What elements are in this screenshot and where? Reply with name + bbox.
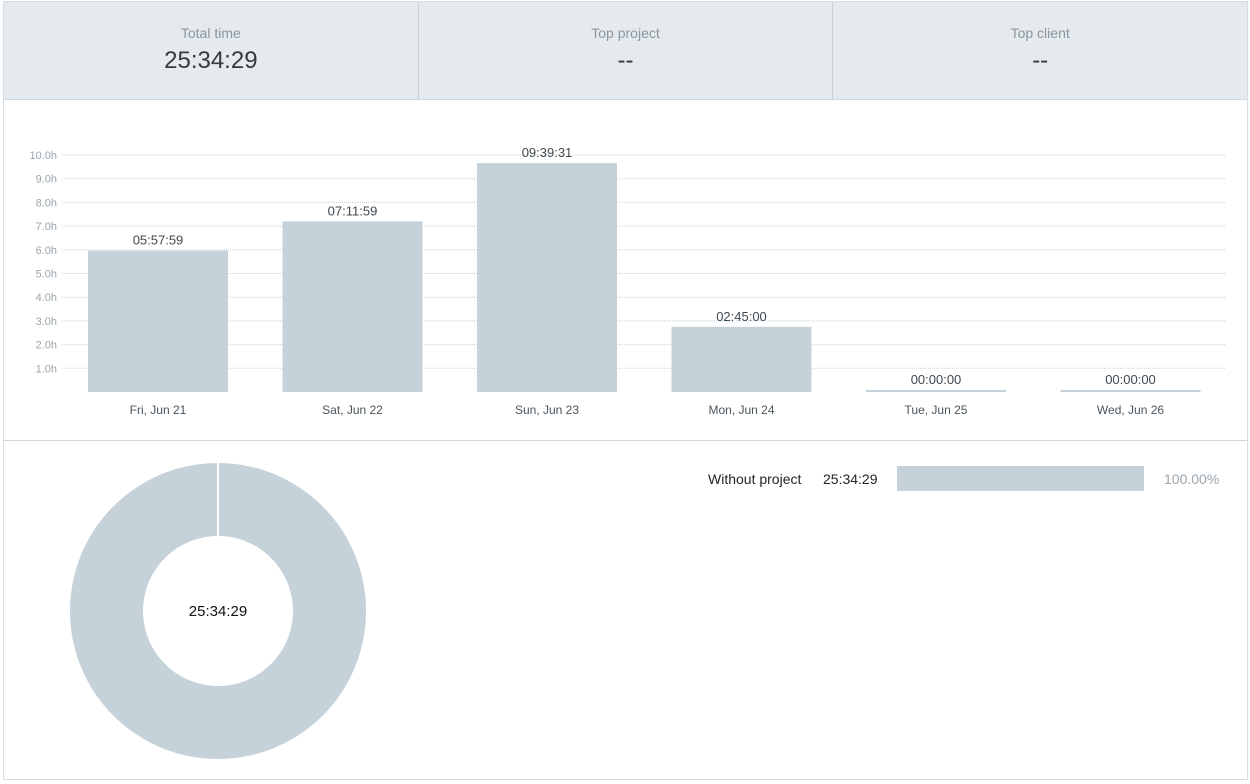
bar[interactable]: [88, 250, 228, 392]
top-client-label: Top client: [1010, 25, 1070, 41]
legend-progress-fill: [897, 466, 1144, 491]
summary-total-time: Total time 25:34:29: [4, 2, 419, 99]
y-tick-label: 4.0h: [36, 292, 57, 304]
summary-bar: Total time 25:34:29 Top project -- Top c…: [4, 2, 1247, 100]
y-tick-label: 6.0h: [36, 245, 57, 257]
project-breakdown: 25:34:29 Without project 25:34:29 100.00…: [4, 441, 1247, 779]
legend-project-time: 25:34:29: [823, 471, 878, 487]
y-tick-label: 5.0h: [36, 269, 57, 281]
report-panel: Total time 25:34:29 Top project -- Top c…: [3, 1, 1248, 780]
y-tick-label: 8.0h: [36, 197, 57, 209]
bar[interactable]: [477, 163, 617, 392]
y-tick-label: 1.0h: [36, 363, 57, 375]
y-tick-label: 10.0h: [29, 150, 57, 162]
y-tick-label: 9.0h: [36, 174, 57, 186]
donut-slice[interactable]: [69, 463, 366, 759]
bar[interactable]: [1060, 390, 1201, 392]
total-time-value: 25:34:29: [164, 47, 258, 74]
bar-value-label: 05:57:59: [133, 233, 184, 248]
bar-value-label: 00:00:00: [911, 372, 962, 387]
bar-value-label: 07:11:59: [328, 203, 378, 218]
top-client-value: --: [1032, 47, 1049, 74]
bar[interactable]: [671, 326, 812, 392]
bar-value-label: 09:39:31: [522, 145, 573, 160]
top-project-value: --: [617, 47, 634, 74]
y-tick-label: 2.0h: [36, 340, 57, 352]
y-tick-label: 7.0h: [36, 221, 57, 233]
y-tick-label: 3.0h: [36, 316, 57, 328]
x-tick-label: Sun, Jun 23: [515, 403, 579, 417]
x-tick-label: Tue, Jun 25: [905, 403, 968, 417]
top-project-label: Top project: [591, 25, 660, 41]
x-tick-label: Wed, Jun 26: [1097, 403, 1164, 417]
donut-center-label: 25:34:29: [189, 603, 247, 620]
bar[interactable]: [282, 221, 423, 392]
summary-top-project: Top project --: [419, 2, 834, 99]
daily-bar-chart: 1.0h 2.0h 3.0h 4.0h 5.0h 6.0h 7.0h 8.0h 9.0h 10.0…: [4, 100, 1247, 441]
legend-project-name: Without project: [708, 471, 802, 487]
summary-top-client: Top client --: [833, 2, 1247, 99]
donut-chart-svg: 25:34:29: [69, 462, 366, 759]
bar[interactable]: [866, 390, 1006, 392]
legend-project-percent: 100.00%: [1164, 471, 1220, 487]
x-tick-label: Mon, Jun 24: [708, 403, 774, 417]
legend-progress-track: [897, 466, 1144, 491]
x-tick-label: Fri, Jun 21: [130, 403, 187, 417]
bar-chart-svg: 1.0h 2.0h 3.0h 4.0h 5.0h 6.0h 7.0h 8.0h 9.0h 10.0…: [29, 145, 1226, 417]
bar-value-label: 02:45:00: [716, 309, 767, 324]
total-time-label: Total time: [180, 25, 241, 41]
bar-value-label: 00:00:00: [1105, 372, 1156, 387]
x-tick-label: Sat, Jun 22: [322, 403, 383, 417]
legend-item-without-project[interactable]: Without project 25:34:29 100.00%: [708, 466, 1228, 492]
